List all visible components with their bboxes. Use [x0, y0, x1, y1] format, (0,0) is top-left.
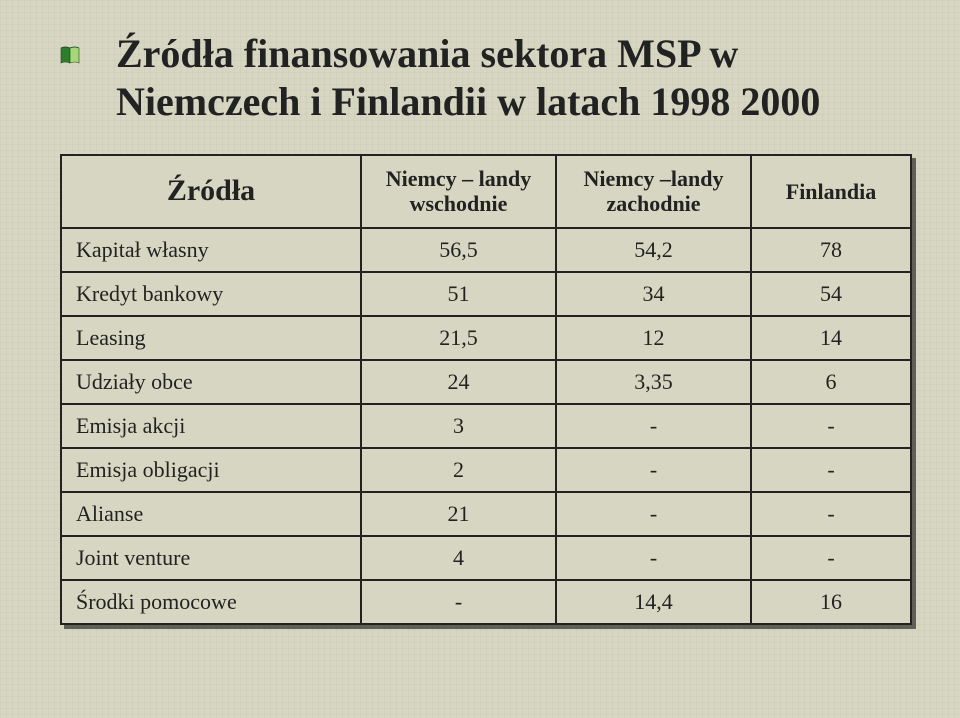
row-label: Środki pomocowe	[61, 580, 361, 624]
cell-value: 21,5	[361, 316, 556, 360]
table-row: Joint venture 4 - -	[61, 536, 911, 580]
col-header-germany-east: Niemcy – landy wschodnie	[361, 155, 556, 228]
cell-value: -	[751, 404, 911, 448]
row-label: Leasing	[61, 316, 361, 360]
cell-value: 34	[556, 272, 751, 316]
row-label: Emisja obligacji	[61, 448, 361, 492]
cell-value: 54	[751, 272, 911, 316]
cell-value: -	[556, 536, 751, 580]
cell-value: 78	[751, 228, 911, 272]
cell-value: 54,2	[556, 228, 751, 272]
slide-title: Źródła finansowania sektora MSP w Niemcz…	[116, 30, 910, 126]
row-label: Kredyt bankowy	[61, 272, 361, 316]
table-row: Leasing 21,5 12 14	[61, 316, 911, 360]
cell-value: 24	[361, 360, 556, 404]
col-header-germany-west: Niemcy –landy zachodnie	[556, 155, 751, 228]
cell-value: -	[556, 404, 751, 448]
cell-value: 14,4	[556, 580, 751, 624]
cell-value: 56,5	[361, 228, 556, 272]
row-label: Kapitał własny	[61, 228, 361, 272]
cell-value: 6	[751, 360, 911, 404]
cell-value: 51	[361, 272, 556, 316]
cell-value: 12	[556, 316, 751, 360]
cell-value: -	[361, 580, 556, 624]
cell-value: -	[751, 536, 911, 580]
cell-value: 14	[751, 316, 911, 360]
cell-value: -	[556, 492, 751, 536]
table-row: Emisja akcji 3 - -	[61, 404, 911, 448]
financing-sources-table: Źródła Niemcy – landy wschodnie Niemcy –…	[60, 154, 912, 625]
cell-value: 2	[361, 448, 556, 492]
row-label: Joint venture	[61, 536, 361, 580]
cell-value: 21	[361, 492, 556, 536]
row-label: Alianse	[61, 492, 361, 536]
col-header-sources: Źródła	[61, 155, 361, 228]
col-header-finland: Finlandia	[751, 155, 911, 228]
cell-value: 4	[361, 536, 556, 580]
cell-value: -	[751, 448, 911, 492]
table-header-row: Źródła Niemcy – landy wschodnie Niemcy –…	[61, 155, 911, 228]
table-row: Kapitał własny 56,5 54,2 78	[61, 228, 911, 272]
row-label: Emisja akcji	[61, 404, 361, 448]
table-row: Środki pomocowe - 14,4 16	[61, 580, 911, 624]
table-row: Udziały obce 24 3,35 6	[61, 360, 911, 404]
cell-value: -	[751, 492, 911, 536]
table-row: Alianse 21 - -	[61, 492, 911, 536]
table-row: Kredyt bankowy 51 34 54	[61, 272, 911, 316]
table-row: Emisja obligacji 2 - -	[61, 448, 911, 492]
row-label: Udziały obce	[61, 360, 361, 404]
cell-value: 3,35	[556, 360, 751, 404]
cell-value: -	[556, 448, 751, 492]
cell-value: 3	[361, 404, 556, 448]
cell-value: 16	[751, 580, 911, 624]
book-bullet-icon	[60, 46, 86, 64]
